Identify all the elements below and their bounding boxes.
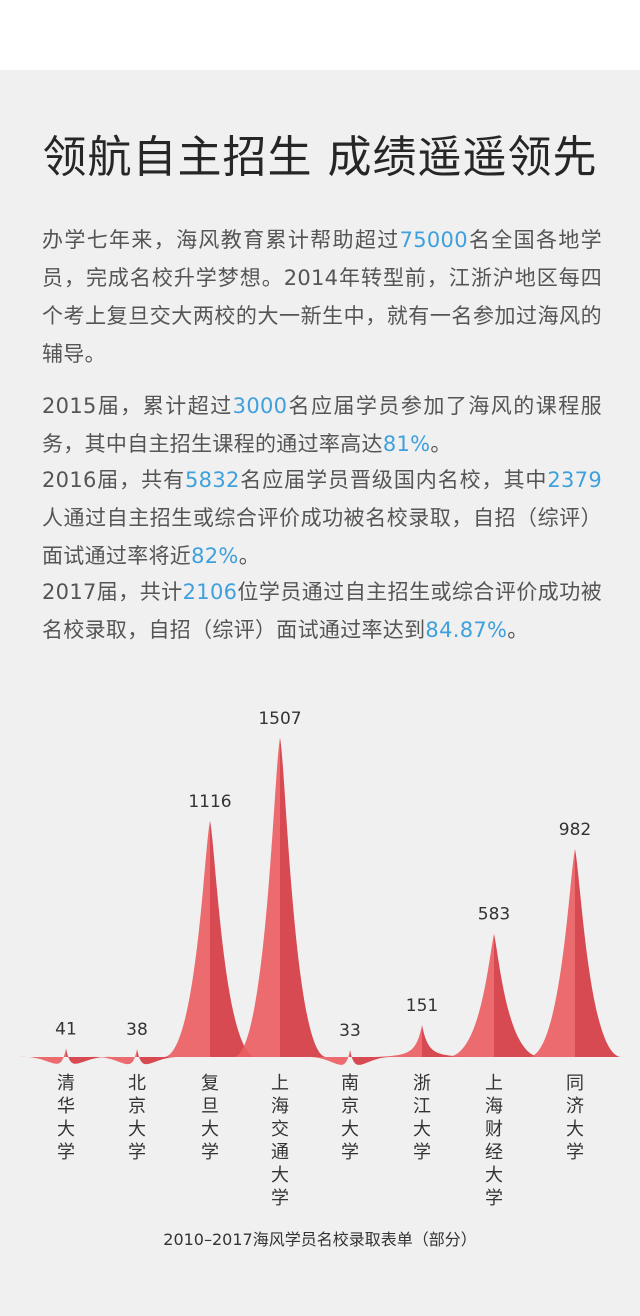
peak-left-5 bbox=[376, 1025, 422, 1057]
category-label-5-char-0: 浙 bbox=[413, 1073, 431, 1094]
category-label-6-char-3: 经 bbox=[485, 1142, 503, 1163]
page-title: 领航自主招生 成绩遥遥领先 bbox=[42, 132, 598, 183]
p3-highlight-admitted: 2379 bbox=[547, 468, 603, 492]
category-label-4-char-0: 南 bbox=[341, 1073, 359, 1094]
p2-text-2: 名应届学员参加了海风的课程服务，其中自主招生课程的通过率高达 bbox=[42, 394, 602, 456]
category-label-3-char-4: 大 bbox=[271, 1165, 289, 1186]
p2-highlight-count: 3000 bbox=[232, 394, 288, 418]
value-label-3: 1507 bbox=[258, 709, 301, 729]
category-label-7-char-3: 学 bbox=[566, 1142, 584, 1163]
p2-text-1: 2015届，累计超过 bbox=[42, 394, 233, 418]
p4-text-2: 位学员通过自主招生或综合评价成功被名校录取，自招（综评）面试通过率达到 bbox=[42, 580, 602, 642]
category-label-3-char-1: 海 bbox=[271, 1096, 289, 1117]
category-label-0-char-1: 华 bbox=[57, 1096, 75, 1117]
peak-right-0 bbox=[66, 1048, 112, 1064]
category-label-4-char-2: 大 bbox=[341, 1119, 359, 1140]
value-label-0: 41 bbox=[55, 1019, 77, 1039]
p3-text-1: 2016届，共有 bbox=[42, 468, 186, 492]
category-label-7-char-0: 同 bbox=[566, 1073, 584, 1094]
chart-peaks bbox=[20, 738, 621, 1065]
p1-text-2: 名全国各地学员，完成名校升学梦想。2014年转型前，江浙沪地区每四个考上复旦交大… bbox=[42, 228, 602, 366]
category-label-7-char-1: 济 bbox=[566, 1096, 584, 1117]
category-label-3-char-5: 学 bbox=[271, 1188, 289, 1209]
p4-highlight-rate: 84.87% bbox=[425, 618, 508, 642]
peak-right-5 bbox=[422, 1025, 468, 1057]
p3-highlight-rate: 82% bbox=[191, 544, 239, 568]
p1-highlight-students: 75000 bbox=[399, 228, 468, 252]
category-label-6-char-5: 学 bbox=[485, 1188, 503, 1209]
peak-left-4 bbox=[304, 1050, 350, 1065]
peak-left-2 bbox=[164, 820, 210, 1057]
category-label-7-char-2: 大 bbox=[566, 1119, 584, 1140]
category-label-1-char-3: 学 bbox=[128, 1142, 146, 1163]
chart-caption: 2010–2017海风学员名校录取表单（部分） bbox=[163, 1230, 477, 1249]
category-label-0-char-2: 大 bbox=[57, 1119, 75, 1140]
category-label-3-char-0: 上 bbox=[271, 1073, 289, 1094]
p2-text-3: 。 bbox=[430, 432, 452, 456]
p1-text-1: 办学七年来，海风教育累计帮助超过 bbox=[42, 228, 400, 252]
chart-value-labels: 41 38 1116 1507 33 151 583 982 bbox=[55, 709, 591, 1041]
category-label-5-char-1: 江 bbox=[413, 1096, 431, 1117]
value-label-1: 38 bbox=[126, 1020, 148, 1040]
peak-right-1 bbox=[137, 1048, 183, 1065]
category-label-0-char-3: 学 bbox=[57, 1142, 75, 1163]
category-label-5-char-3: 学 bbox=[413, 1142, 431, 1163]
peak-left-6 bbox=[448, 933, 494, 1057]
p3-highlight-count: 5832 bbox=[185, 468, 240, 492]
p4-text-1: 2017届，共计 bbox=[42, 580, 183, 604]
category-label-6-char-1: 海 bbox=[485, 1096, 503, 1117]
p2-highlight-rate: 81% bbox=[382, 432, 431, 456]
peak-left-0 bbox=[20, 1048, 66, 1064]
peak-right-4 bbox=[350, 1050, 396, 1065]
intro-paragraph-2017: 2017届，共计2106位学员通过自主招生或综合评价成功被名校录取，自招（综评）… bbox=[42, 573, 602, 649]
top-blank-strip bbox=[0, 0, 640, 70]
category-label-2-char-0: 复 bbox=[201, 1073, 219, 1094]
category-label-1-char-0: 北 bbox=[128, 1073, 146, 1094]
peak-left-1 bbox=[91, 1048, 137, 1065]
peak-right-7 bbox=[575, 849, 621, 1057]
category-label-1-char-2: 大 bbox=[128, 1119, 146, 1140]
category-label-3-char-2: 交 bbox=[271, 1119, 289, 1140]
intro-paragraph-1: 办学七年来，海风教育累计帮助超过75000名全国各地学员，完成名校升学梦想。20… bbox=[42, 221, 602, 373]
category-label-2-char-1: 旦 bbox=[201, 1096, 219, 1117]
intro-paragraph-2015: 2015届，累计超过3000名应届学员参加了海风的课程服务，其中自主招生课程的通… bbox=[42, 387, 602, 463]
p3-text-2: 名应届学员晋级国内名校，其中 bbox=[239, 468, 548, 492]
category-label-0-char-0: 清 bbox=[57, 1073, 75, 1094]
content-panel bbox=[0, 70, 640, 1316]
p4-text-3: 。 bbox=[507, 618, 529, 642]
value-label-6: 583 bbox=[478, 905, 510, 925]
p3-text-3: 人通过自主招生或综合评价成功被名校录取，自招（综评）面试通过率将近 bbox=[42, 506, 602, 568]
peak-right-3 bbox=[280, 738, 326, 1057]
category-label-1-char-1: 京 bbox=[128, 1096, 146, 1117]
p4-highlight-count: 2106 bbox=[182, 580, 238, 604]
peak-left-7 bbox=[529, 849, 575, 1057]
category-label-2-char-2: 大 bbox=[201, 1119, 219, 1140]
category-label-4-char-1: 京 bbox=[341, 1096, 359, 1117]
intro-paragraph-2016: 2016届，共有5832名应届学员晋级国内名校，其中2379 人通过自主招生或综合… bbox=[42, 461, 602, 575]
category-label-5-char-2: 大 bbox=[413, 1119, 431, 1140]
category-label-2-char-3: 学 bbox=[201, 1142, 219, 1163]
peak-right-6 bbox=[494, 933, 540, 1057]
peak-right-2 bbox=[210, 820, 256, 1057]
value-label-5: 151 bbox=[406, 996, 438, 1016]
value-label-4: 33 bbox=[339, 1021, 361, 1041]
category-label-6-char-4: 大 bbox=[485, 1165, 503, 1186]
category-label-4-char-3: 学 bbox=[341, 1142, 359, 1163]
category-label-6-char-0: 上 bbox=[485, 1073, 503, 1094]
value-label-2: 1116 bbox=[188, 792, 231, 812]
category-label-6-char-2: 财 bbox=[485, 1119, 503, 1140]
category-label-3-char-3: 通 bbox=[271, 1142, 289, 1163]
p3-text-4: 。 bbox=[238, 544, 260, 568]
peak-left-3 bbox=[234, 738, 280, 1057]
value-label-7: 982 bbox=[559, 820, 591, 840]
